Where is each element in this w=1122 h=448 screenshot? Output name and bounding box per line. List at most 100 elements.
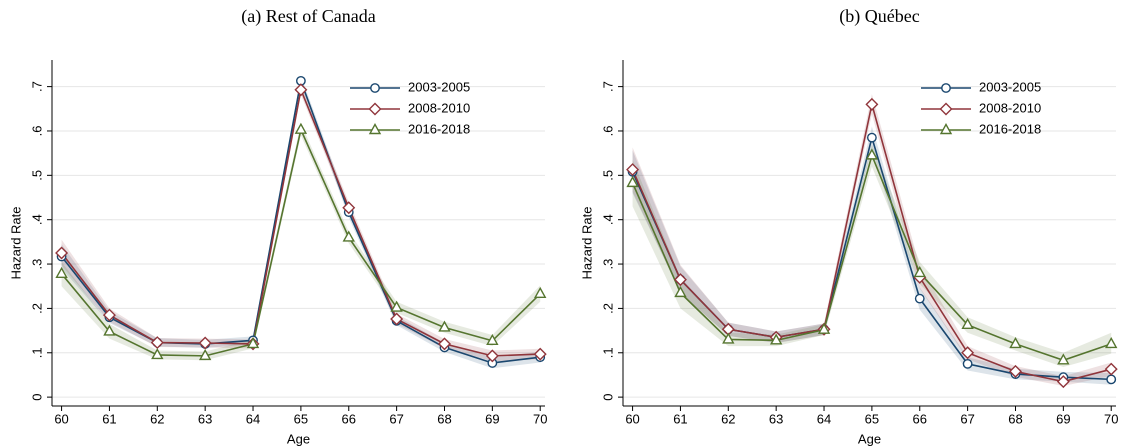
y-tick-label: .6 (29, 126, 44, 137)
legend-label: 2016-2018 (979, 121, 1041, 136)
y-tick-label: 0 (600, 394, 615, 401)
x-tick-label: 61 (673, 411, 687, 426)
series-line (631, 134, 1112, 381)
legend-label: 2008-2010 (408, 100, 470, 115)
marker (342, 201, 356, 215)
x-tick-label: 70 (533, 411, 547, 426)
marker (342, 230, 355, 242)
marker (246, 336, 260, 349)
y-tick-label: .4 (29, 214, 44, 225)
marker (1057, 353, 1070, 365)
marker (533, 347, 547, 361)
marker (866, 132, 877, 143)
marker (1105, 336, 1118, 349)
x-tick-label: 67 (389, 411, 403, 426)
x-axis-label: Age (287, 431, 310, 446)
panel-title: (b) Québec (839, 6, 919, 27)
panel-title: (a) Rest of Canada (241, 6, 375, 27)
x-tick-label: 63 (769, 411, 783, 426)
x-tick-label: 70 (1104, 411, 1118, 426)
series-line (60, 127, 541, 357)
marker (390, 300, 403, 312)
marker (1056, 375, 1070, 389)
legend-label: 2016-2018 (408, 121, 470, 136)
legend-label: 2008-2010 (979, 100, 1041, 115)
marker (673, 273, 687, 287)
y-tick-label: .1 (600, 347, 615, 358)
marker (914, 293, 925, 304)
x-tick-label: 68 (1008, 411, 1022, 426)
marker (962, 358, 973, 369)
y-tick-label: .4 (600, 214, 615, 225)
marker (865, 97, 879, 111)
marker (769, 333, 783, 345)
x-tick-label: 64 (817, 411, 831, 426)
marker (55, 246, 69, 260)
x-tick-label: 66 (342, 411, 356, 426)
y-axis-label: Hazard Rate (579, 207, 594, 280)
marker (438, 320, 451, 332)
x-tick-label: 60 (54, 411, 68, 426)
marker (1106, 374, 1117, 385)
x-tick-label: 62 (721, 411, 735, 426)
x-tick-label: 66 (913, 411, 927, 426)
marker (1009, 336, 1022, 349)
x-axis-label: Age (858, 431, 881, 446)
y-tick-label: .7 (600, 81, 615, 92)
legend-label: 2003-2005 (979, 79, 1041, 94)
marker (437, 337, 451, 351)
y-tick-label: .3 (600, 259, 615, 270)
marker (55, 266, 68, 279)
y-tick-label: 0 (29, 394, 44, 401)
marker (961, 317, 974, 330)
y-tick-label: .3 (29, 259, 44, 270)
marker (817, 322, 831, 334)
marker (151, 348, 164, 360)
x-tick-label: 61 (102, 411, 116, 426)
legend-label: 2003-2005 (408, 79, 470, 94)
marker (294, 83, 308, 97)
x-tick-label: 63 (198, 411, 212, 426)
marker (722, 332, 735, 344)
legend-marker (368, 123, 382, 135)
x-tick-label: 69 (485, 411, 499, 426)
y-tick-label: .2 (600, 303, 615, 314)
y-axis-label: Hazard Rate (8, 207, 23, 280)
x-tick-label: 65 (294, 411, 308, 426)
marker (534, 286, 547, 298)
marker (1008, 364, 1022, 378)
y-tick-label: .1 (29, 347, 44, 358)
marker (1104, 362, 1118, 376)
marker (103, 324, 116, 336)
marker (390, 312, 404, 326)
confidence-band (632, 144, 1112, 367)
x-tick-label: 69 (1056, 411, 1070, 426)
y-tick-label: .6 (600, 126, 615, 137)
y-tick-label: .2 (29, 303, 44, 314)
x-tick-label: 68 (437, 411, 451, 426)
y-tick-label: .5 (600, 170, 615, 181)
x-tick-label: 60 (625, 411, 639, 426)
marker (102, 308, 116, 322)
marker (626, 175, 639, 188)
x-tick-label: 62 (150, 411, 164, 426)
marker (865, 148, 879, 160)
y-tick-label: .7 (29, 81, 44, 92)
marker (198, 348, 212, 361)
marker (626, 163, 640, 177)
marker (486, 333, 499, 345)
legend-marker (941, 83, 951, 93)
x-tick-label: 64 (246, 411, 260, 426)
marker (674, 285, 687, 298)
legend-marker (368, 102, 382, 116)
marker (294, 122, 308, 134)
legend-marker (939, 123, 953, 135)
series-line (631, 152, 1112, 362)
legend-marker (370, 83, 380, 93)
marker (485, 349, 499, 363)
marker (961, 346, 975, 360)
y-tick-label: .5 (29, 170, 44, 181)
marker (198, 336, 212, 350)
x-tick-label: 67 (960, 411, 974, 426)
